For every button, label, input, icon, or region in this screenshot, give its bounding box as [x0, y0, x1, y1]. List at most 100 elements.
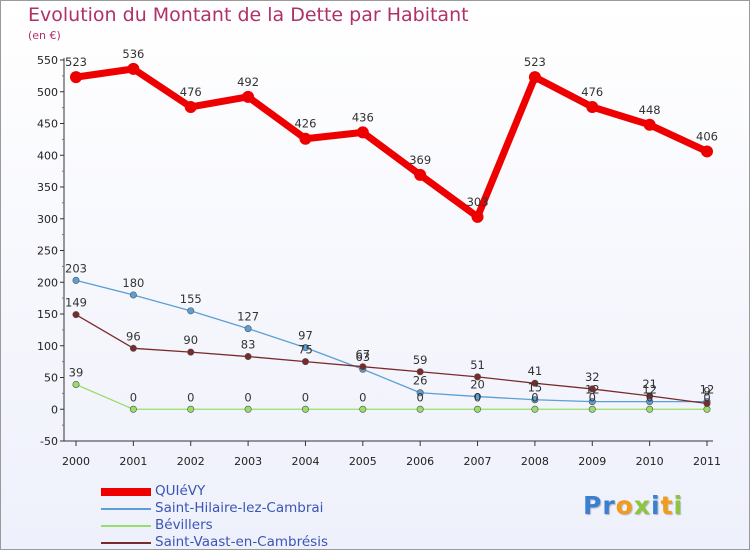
series-point-0 [414, 168, 427, 181]
x-tick-label: 2010 [636, 455, 664, 468]
data-label: 149 [65, 296, 87, 310]
series-point-1 [72, 276, 80, 284]
x-tick-label: 2011 [693, 455, 721, 468]
series-line-1 [75, 279, 707, 403]
data-label: 75 [298, 343, 313, 357]
y-tick-label: 500 [37, 86, 58, 99]
series-point-0 [299, 132, 312, 145]
series-point-1 [416, 389, 424, 397]
data-label: 523 [65, 55, 87, 69]
series-point-2 [301, 405, 309, 413]
series-point-3 [474, 373, 482, 381]
y-tick-label: 350 [37, 181, 58, 194]
logo-letter: i [673, 491, 684, 520]
data-label: 476 [180, 85, 202, 99]
series-point-2 [474, 405, 482, 413]
x-tick-label: 2000 [62, 455, 90, 468]
data-label: 63 [355, 350, 370, 364]
data-label: 476 [581, 85, 603, 99]
x-tick-label: 2003 [234, 455, 262, 468]
series-line-3 [75, 314, 708, 405]
series-point-0 [70, 71, 82, 84]
series-line-0 [75, 65, 709, 221]
data-label: 448 [639, 103, 661, 117]
data-label: 369 [409, 153, 431, 167]
series-point-3 [187, 348, 195, 356]
series-point-2 [416, 405, 424, 413]
logo-letter: o [615, 491, 634, 520]
data-label: 12 [585, 383, 600, 397]
y-tick-label: 150 [37, 308, 58, 321]
data-label: 0 [531, 390, 538, 404]
legend-label: Saint-Hilaire-lez-Cambrai [155, 500, 324, 516]
data-label: 67 [355, 348, 370, 362]
data-label: 492 [237, 75, 259, 89]
x-tick-label: 2008 [521, 455, 549, 468]
series-point-2 [531, 405, 539, 413]
x-tick-label: 2002 [177, 455, 205, 468]
data-label: 20 [470, 378, 485, 392]
y-tick-label: 550 [37, 54, 58, 67]
series-point-3 [301, 358, 309, 366]
series-point-2 [646, 405, 654, 413]
series-point-1 [187, 307, 195, 315]
x-tick-label: 2004 [291, 455, 319, 468]
series-point-0 [184, 100, 197, 113]
data-label: 15 [528, 381, 543, 395]
series-point-3 [129, 344, 137, 352]
series-point-0 [586, 100, 599, 113]
series-point-3 [531, 379, 539, 387]
y-tick-label: 200 [37, 276, 58, 289]
data-label: 0 [474, 390, 481, 404]
data-label: 59 [413, 353, 428, 367]
legend-label: Bévillers [155, 517, 213, 533]
proxiti-logo: Proxiti [583, 491, 683, 520]
data-label: 203 [65, 261, 87, 275]
logo-letter: r [602, 491, 616, 520]
series-point-0 [356, 126, 369, 139]
data-label: 0 [130, 390, 137, 404]
series-point-3 [359, 363, 367, 371]
series-point-1 [301, 344, 309, 352]
y-tick-label: -50 [40, 435, 58, 448]
series-point-2 [588, 405, 596, 413]
series-point-1 [474, 393, 482, 401]
y-tick-label: 0 [51, 403, 58, 416]
legend-swatch [101, 488, 151, 496]
logo-letter: t [660, 491, 674, 520]
data-label: 83 [241, 338, 256, 352]
data-label: 436 [352, 110, 374, 124]
data-label: 12 [642, 383, 657, 397]
legend-swatch [101, 542, 151, 544]
data-label: 0 [359, 390, 366, 404]
series-point-2 [359, 405, 367, 413]
y-tick-label: 450 [37, 118, 58, 131]
series-point-2 [187, 405, 195, 413]
data-label: 97 [298, 329, 313, 343]
data-label: 536 [122, 47, 144, 61]
series-point-2 [244, 405, 252, 413]
data-label: 0 [646, 390, 653, 404]
data-label: 0 [589, 390, 596, 404]
data-label: 303 [467, 195, 489, 209]
series-point-1 [244, 325, 252, 333]
data-label: 41 [528, 364, 543, 378]
data-label: 26 [413, 374, 428, 388]
data-label: 12 [700, 383, 715, 397]
data-label: 0 [417, 390, 424, 404]
data-label: 0 [244, 390, 251, 404]
series-point-3 [244, 353, 252, 361]
data-label: 406 [696, 129, 718, 143]
data-label: 32 [585, 370, 600, 384]
series-point-1 [531, 396, 539, 404]
data-label: 9 [703, 385, 710, 399]
chart-subtitle: (en €) [28, 29, 61, 42]
data-label: 39 [69, 365, 84, 379]
legend-swatch [101, 508, 151, 510]
data-label: 90 [183, 333, 198, 347]
x-tick-label: 2005 [349, 455, 377, 468]
y-tick-label: 50 [44, 372, 58, 385]
data-label: 155 [180, 292, 202, 306]
